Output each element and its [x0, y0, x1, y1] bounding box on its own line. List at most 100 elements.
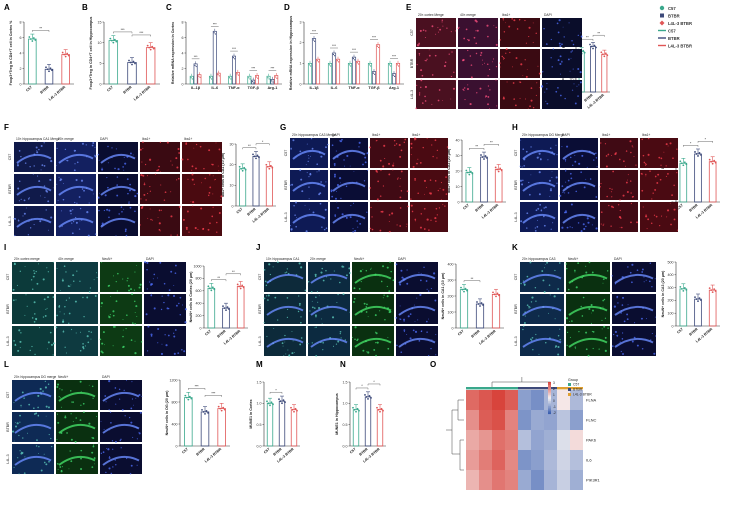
cell-speck — [439, 187, 441, 189]
data-point — [471, 172, 474, 175]
x-tick-label: TNF-α — [229, 86, 241, 90]
cell-speck — [652, 192, 654, 194]
y-tick-label: 0 — [20, 82, 22, 86]
heatmap-cell — [557, 470, 570, 490]
cell-speck — [70, 390, 72, 392]
heatmap-group-swatch — [568, 393, 571, 396]
cell-speck — [199, 145, 202, 148]
cell-speck — [334, 173, 336, 176]
cell-speck — [100, 452, 103, 454]
cell-speck — [559, 62, 562, 66]
cell-speck — [358, 141, 361, 144]
data-point — [314, 40, 316, 42]
cell-speck — [400, 351, 403, 353]
cell-speck — [558, 19, 561, 22]
cell-speck — [185, 226, 188, 229]
cell-speck — [520, 63, 523, 66]
y-tick-label: 30 — [230, 142, 234, 146]
micrograph-tile — [100, 326, 142, 356]
cell-speck — [100, 305, 102, 307]
color-scale-tick: 0 — [553, 399, 555, 403]
cell-speck — [108, 380, 111, 383]
data-point — [204, 413, 206, 415]
cell-speck — [576, 85, 578, 87]
panel-label-f: F — [4, 123, 9, 132]
data-point — [328, 64, 330, 66]
cell-speck — [209, 222, 211, 225]
cell-speck — [112, 310, 115, 313]
cell-speck — [75, 332, 77, 334]
cell-speck — [93, 279, 95, 281]
data-point — [238, 285, 241, 288]
cell-speck — [406, 282, 409, 285]
cell-speck — [398, 143, 401, 147]
cell-speck — [382, 297, 384, 299]
data-point — [113, 38, 116, 41]
cell-speck — [331, 316, 335, 319]
cell-speck — [36, 151, 39, 154]
cell-speck — [645, 214, 647, 216]
data-point — [67, 54, 70, 57]
cell-speck — [184, 308, 187, 311]
cell-speck — [291, 331, 293, 332]
heatmap-row-label: PIK3R1 — [586, 478, 601, 483]
cell-speck — [124, 415, 126, 417]
cell-speck — [614, 330, 617, 334]
data-point — [483, 158, 485, 160]
sig-label: *** — [332, 44, 336, 48]
data-point — [318, 61, 320, 63]
micrograph-tile — [100, 294, 142, 324]
cell-speck — [445, 176, 447, 178]
heatmap-cell — [570, 450, 583, 470]
cell-speck — [600, 211, 603, 213]
cell-speck — [574, 160, 577, 163]
cell-speck — [157, 328, 160, 331]
cell-speck — [266, 295, 268, 297]
color-scale-step — [548, 383, 551, 386]
cell-speck — [419, 94, 421, 96]
cell-speck — [50, 437, 52, 440]
cell-speck — [115, 464, 117, 466]
cell-speck — [438, 89, 441, 91]
x-tick-label: BTBR — [272, 447, 283, 457]
cell-speck — [476, 29, 479, 32]
x-tick-label: BTBR — [474, 203, 485, 213]
bar — [108, 40, 119, 85]
micrograph-row-label: C57 — [284, 150, 288, 157]
cell-speck — [559, 45, 562, 48]
cell-speck — [400, 170, 403, 173]
cell-speck — [434, 139, 437, 142]
cell-speck — [531, 339, 533, 341]
cell-speck — [616, 334, 619, 337]
data-point — [392, 74, 394, 76]
cell-layer-band — [102, 391, 140, 402]
cell-speck — [145, 199, 147, 201]
cell-speck — [186, 210, 189, 213]
data-point — [225, 309, 227, 312]
cell-speck — [391, 212, 394, 215]
cell-speck — [579, 71, 582, 74]
cell-speck — [588, 261, 591, 264]
cell-speck — [56, 383, 60, 386]
y-tick-label: 20 — [456, 169, 460, 173]
cell-speck — [133, 404, 134, 406]
cell-speck — [571, 227, 573, 229]
data-point — [207, 285, 210, 288]
cell-speck — [418, 272, 420, 274]
cell-speck — [487, 103, 489, 106]
cell-speck — [208, 149, 211, 152]
cell-speck — [522, 328, 524, 331]
sig-bracket — [269, 392, 283, 394]
cell-speck — [538, 171, 541, 174]
cell-speck — [523, 321, 526, 324]
data-point — [708, 287, 711, 290]
cell-speck — [128, 416, 131, 419]
y-tick-label: 4 — [20, 51, 22, 55]
cell-speck — [304, 289, 307, 292]
cell-speck — [521, 166, 523, 168]
data-point — [468, 173, 471, 176]
cell-speck — [631, 263, 634, 266]
cell-speck — [625, 181, 628, 184]
data-point — [358, 409, 360, 412]
cell-speck — [445, 193, 448, 195]
